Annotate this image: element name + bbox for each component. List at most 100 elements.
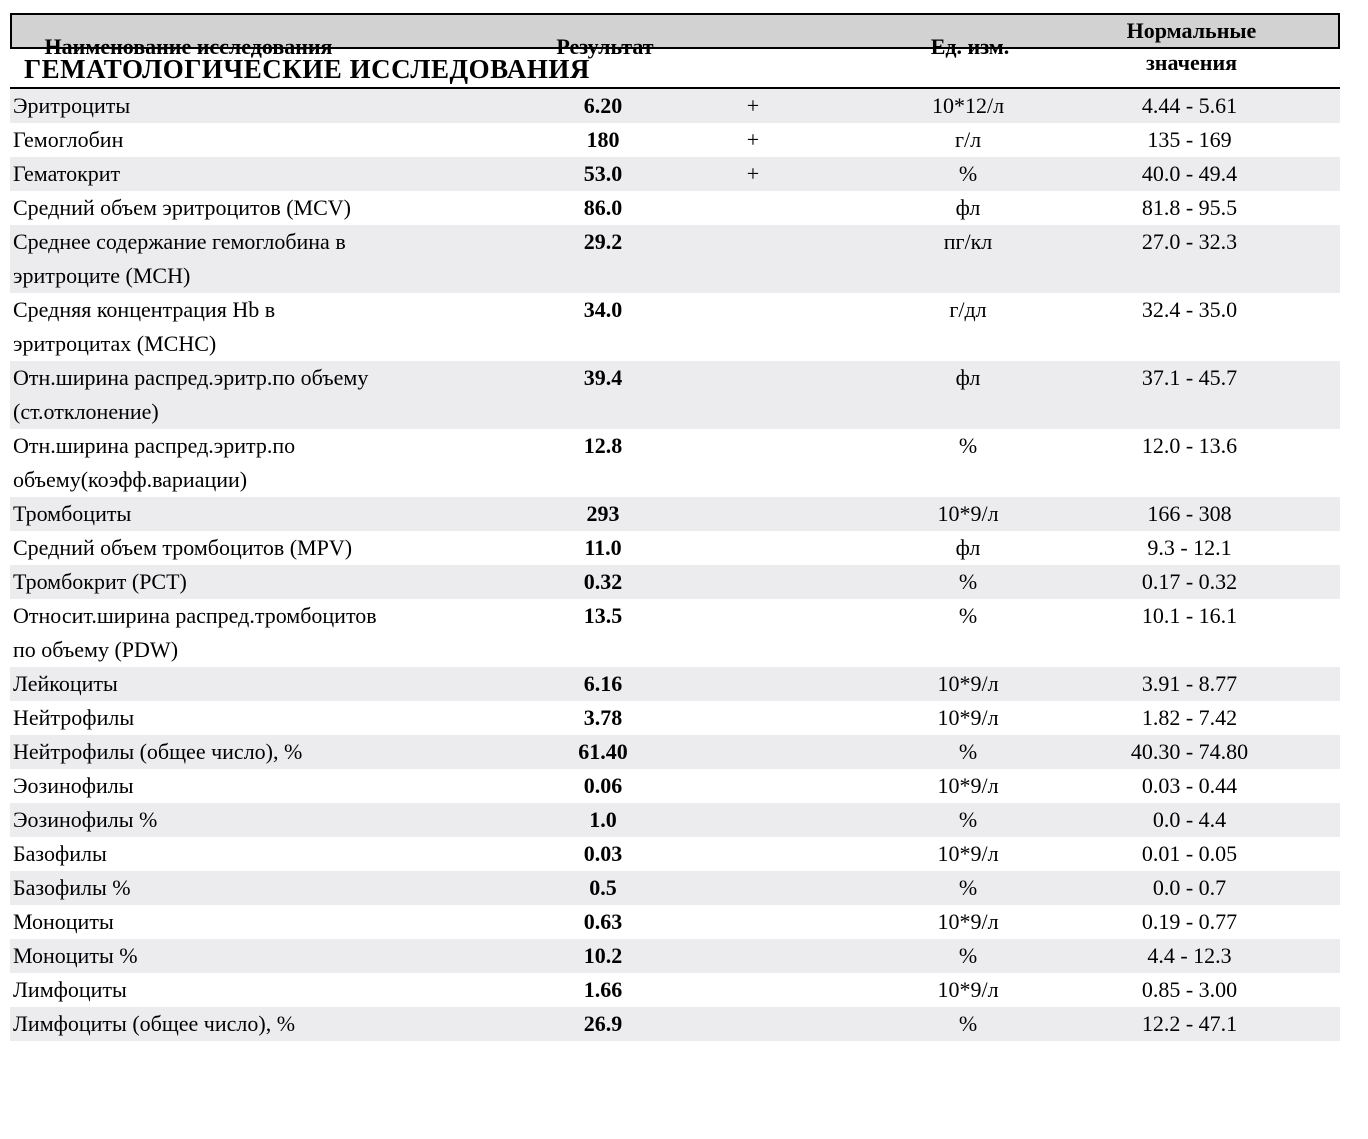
table-row: Эозинофилы % 1.0 % 0.0 - 4.4 xyxy=(10,803,1340,837)
normal-range-cell: 166 - 308 xyxy=(1147,501,1232,526)
normal-range-cell: 0.01 - 0.05 xyxy=(1141,841,1238,866)
flag-cell xyxy=(673,769,833,803)
result-cell: 13.5 xyxy=(583,603,623,628)
units-cell: % xyxy=(958,807,978,832)
test-name-cell: Базофилы xyxy=(13,841,107,866)
test-name-cell: Нейтрофилы xyxy=(13,705,135,730)
normal-range-cell: 81.8 - 95.5 xyxy=(1141,195,1238,220)
units-cell: фл xyxy=(955,365,981,390)
result-cell: 3.78 xyxy=(583,705,623,730)
result-cell: 26.9 xyxy=(583,1011,623,1036)
flag-cell xyxy=(673,191,833,225)
flag-cell xyxy=(673,565,833,599)
result-cell: 34.0 xyxy=(583,297,623,322)
units-cell: 10*9/л xyxy=(937,705,999,730)
flag-cell xyxy=(673,871,833,905)
units-cell: 10*9/л xyxy=(937,977,999,1002)
test-name-cell: Средний объем тромбоцитов (MPV) xyxy=(13,535,353,560)
normal-range-cell: 4.44 - 5.61 xyxy=(1141,93,1238,118)
flag-cell xyxy=(673,939,833,973)
table-row: Гематокрит 53.0 + % 40.0 - 49.4 xyxy=(10,157,1340,191)
test-name-cell: Отн.ширина распред.эритр.по объему(коэфф… xyxy=(13,433,296,492)
test-name-cell: Отн.ширина распред.эритр.по объему (ст.о… xyxy=(13,365,369,424)
flag-cell xyxy=(673,667,833,701)
flag-cell xyxy=(673,361,833,429)
normal-range-cell: 10.1 - 16.1 xyxy=(1141,603,1238,628)
units-cell: 10*9/л xyxy=(937,773,999,798)
flag-cell xyxy=(673,735,833,769)
test-name-cell: Эозинофилы xyxy=(13,773,134,798)
result-cell: 29.2 xyxy=(583,229,623,254)
result-cell: 0.03 xyxy=(583,841,623,866)
normal-range-cell: 40.0 - 49.4 xyxy=(1141,161,1238,186)
units-cell: 10*9/л xyxy=(937,909,999,934)
header-units: Ед. изм. xyxy=(930,34,1010,59)
result-cell: 53.0 xyxy=(583,161,623,186)
normal-range-cell: 32.4 - 35.0 xyxy=(1141,297,1238,322)
normal-range-cell: 4.4 - 12.3 xyxy=(1147,943,1232,968)
normal-range-cell: 0.19 - 0.77 xyxy=(1141,909,1238,934)
test-name-cell: Эозинофилы % xyxy=(13,807,158,832)
table-row: Лимфоциты 1.66 10*9/л 0.85 - 3.00 xyxy=(10,973,1340,1007)
flag-cell: + xyxy=(746,127,760,152)
flag-cell xyxy=(673,973,833,1007)
table-row: Относит.ширина распред.тромбоцитов по об… xyxy=(10,599,1340,667)
flag-cell xyxy=(673,701,833,735)
normal-range-cell: 135 - 169 xyxy=(1147,127,1232,152)
result-cell: 39.4 xyxy=(583,365,623,390)
units-cell: % xyxy=(958,739,978,764)
result-cell: 0.06 xyxy=(583,773,623,798)
test-name-cell: Гематокрит xyxy=(13,161,121,186)
normal-range-cell: 1.82 - 7.42 xyxy=(1141,705,1238,730)
table-row: Нейтрофилы 3.78 10*9/л 1.82 - 7.42 xyxy=(10,701,1340,735)
flag-cell xyxy=(673,1007,833,1041)
flag-cell: + xyxy=(746,93,760,118)
result-cell: 6.16 xyxy=(583,671,623,696)
result-cell: 0.5 xyxy=(589,875,617,900)
normal-range-cell: 0.85 - 3.00 xyxy=(1141,977,1238,1002)
units-cell: 10*9/л xyxy=(937,841,999,866)
result-cell: 1.0 xyxy=(589,807,617,832)
normal-range-cell: 9.3 - 12.1 xyxy=(1147,535,1232,560)
result-cell: 0.32 xyxy=(583,569,623,594)
test-name-cell: Лимфоциты xyxy=(13,977,127,1002)
result-cell: 12.8 xyxy=(583,433,623,458)
units-cell: % xyxy=(958,603,978,628)
test-name-cell: Относит.ширина распред.тромбоцитов по об… xyxy=(13,603,377,662)
flag-cell xyxy=(673,803,833,837)
header-normal-range: Нормальные значения xyxy=(1126,18,1257,75)
units-cell: % xyxy=(958,161,978,186)
table-row: Гемоглобин 180 + г/л 135 - 169 xyxy=(10,123,1340,157)
table-row: Отн.ширина распред.эритр.по объему (ст.о… xyxy=(10,361,1340,429)
table-row: Эозинофилы 0.06 10*9/л 0.03 - 0.44 xyxy=(10,769,1340,803)
hematology-results-table: Наименование исследования Результат Ед. … xyxy=(10,13,1340,1041)
normal-range-cell: 40.30 - 74.80 xyxy=(1130,739,1249,764)
table-row: Отн.ширина распред.эритр.по объему(коэфф… xyxy=(10,429,1340,497)
flag-cell xyxy=(673,293,833,361)
test-name-cell: Тромбоциты xyxy=(13,501,132,526)
normal-range-cell: 0.17 - 0.32 xyxy=(1141,569,1238,594)
table-row: Моноциты % 10.2 % 4.4 - 12.3 xyxy=(10,939,1340,973)
table-row: Базофилы 0.03 10*9/л 0.01 - 0.05 xyxy=(10,837,1340,871)
test-name-cell: Эритроциты xyxy=(13,93,131,118)
result-cell: 11.0 xyxy=(584,535,622,560)
units-cell: % xyxy=(958,943,978,968)
header-test-name: Наименование исследования xyxy=(44,34,333,59)
section-title-hematology: ГЕМАТОЛОГИЧЕСКИЕ ИССЛЕДОВАНИЯ xyxy=(10,49,1340,89)
units-cell: 10*9/л xyxy=(937,671,999,696)
units-cell: фл xyxy=(955,535,981,560)
header-result: Результат xyxy=(556,34,654,59)
test-name-cell: Лимфоциты (общее число), % xyxy=(13,1011,296,1036)
normal-range-cell: 37.1 - 45.7 xyxy=(1141,365,1238,390)
result-cell: 293 xyxy=(586,501,620,526)
flag-cell xyxy=(673,905,833,939)
test-name-cell: Гемоглобин xyxy=(13,127,124,152)
test-name-cell: Моноциты % xyxy=(13,943,138,968)
table-body: Эритроциты 6.20 + 10*12/л 4.44 - 5.61 Ге… xyxy=(10,89,1340,1041)
test-name-cell: Моноциты xyxy=(13,909,114,934)
flag-cell xyxy=(673,497,833,531)
flag-cell xyxy=(673,225,833,293)
units-cell: % xyxy=(958,1011,978,1036)
test-name-cell: Средний объем эритроцитов (MCV) xyxy=(13,195,352,220)
